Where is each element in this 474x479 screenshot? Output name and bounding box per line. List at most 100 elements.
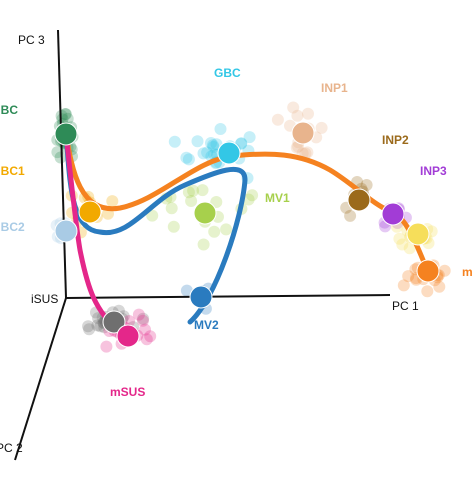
cluster-label-mv2: MV2: [194, 318, 219, 332]
cell-point-gbc: [182, 153, 195, 166]
cell-point-mv1: [220, 223, 233, 236]
cluster-label-mosn: m: [462, 265, 473, 279]
cell-point-mv1: [146, 209, 159, 222]
cell-point-gbc: [214, 123, 227, 135]
cell-point-inp1: [271, 113, 284, 126]
cluster-label-mv1: MV1: [265, 191, 290, 205]
cell-point-iosn: [403, 242, 416, 255]
centroid-node-mv1: [193, 201, 217, 225]
cell-point-inp2: [360, 179, 373, 191]
cell-point-mosn: [438, 264, 451, 277]
cell-point-iosn: [396, 238, 409, 251]
cell-point-mosn: [397, 279, 410, 292]
cell-point-gbc: [207, 140, 220, 153]
cell-point-msus: [132, 308, 145, 321]
cell-point-mv1: [187, 184, 200, 197]
cell-point-gbc: [205, 137, 217, 149]
cell-point-gbc: [197, 147, 210, 160]
pc1-axis-line: [65, 294, 391, 299]
cell-point-mv1: [182, 186, 195, 199]
cell-point-inp1: [302, 107, 314, 120]
cell-point-isus: [83, 323, 96, 336]
centroid-node-mv2: [189, 285, 213, 309]
cell-point-mv1: [197, 238, 210, 251]
centroid-node-msus: [116, 324, 140, 348]
centroid-node-hbc1: [78, 200, 102, 224]
cluster-label-msus: mSUS: [110, 385, 145, 399]
pc1-axis-label: PC 1: [392, 299, 419, 313]
cell-point-msus: [139, 323, 151, 336]
cell-point-mv1: [208, 225, 221, 238]
trajectory-curve-1: [63, 131, 248, 325]
pc3-axis-line: [57, 29, 67, 299]
cell-point-gbc: [201, 146, 214, 159]
cluster-label-hbc2: HBC2: [0, 220, 25, 234]
cell-point-isus: [137, 312, 150, 325]
cell-point-isus: [91, 319, 104, 332]
cell-point-gbc: [168, 135, 181, 148]
cell-point-hbc: [56, 113, 69, 126]
cluster-label-inp2: INP2: [382, 133, 409, 147]
centroid-node-hbc: [54, 122, 78, 146]
cell-point-mv1: [165, 202, 178, 215]
cell-point-mv1: [196, 184, 209, 197]
cell-point-inp2: [344, 209, 357, 222]
cell-point-mosn: [402, 270, 415, 283]
cell-point-inp1: [287, 101, 300, 114]
cell-point-msus: [123, 315, 136, 327]
cluster-label-hbc: HBC: [0, 103, 18, 117]
cell-point-inp1: [291, 109, 304, 122]
cell-point-hbc: [59, 108, 72, 121]
cell-point-inp1: [301, 146, 314, 159]
centroid-node-isus: [102, 310, 126, 334]
centroid-node-inp2: [347, 188, 371, 212]
cell-point-inp1: [315, 121, 328, 134]
cell-point-mv1: [167, 220, 180, 233]
cell-point-gbc: [243, 131, 256, 144]
cell-point-hbc: [61, 112, 74, 125]
cluster-label-inp1: INP1: [321, 81, 348, 95]
pc2-axis-line: [14, 297, 67, 461]
cell-point-mv1: [242, 193, 255, 206]
node-layer: [54, 121, 440, 348]
cell-point-gbc: [206, 139, 219, 152]
pc2-axis-label: PC 2: [0, 441, 23, 455]
cell-point-isus: [82, 320, 95, 333]
cell-point-gbc: [180, 151, 193, 164]
cell-point-hbc1: [106, 195, 119, 208]
cell-point-gbc: [191, 135, 204, 148]
cell-point-mosn: [421, 285, 434, 298]
cell-point-hbc: [54, 151, 67, 164]
cell-point-inp1: [290, 141, 303, 154]
cluster-label-inp3: INP3: [420, 164, 447, 178]
cell-point-mv1: [185, 195, 198, 207]
centroid-node-inp3: [381, 202, 405, 226]
cell-point-hbc: [55, 109, 68, 122]
cell-point-mosn: [433, 280, 446, 293]
cell-point-msus: [100, 340, 113, 353]
cell-point-hbc: [51, 146, 64, 159]
trajectory-layer: [63, 131, 433, 336]
pc3-axis-label: PC 3: [18, 33, 45, 47]
centroid-node-iosn: [406, 222, 430, 246]
centroid-node-hbc2: [54, 219, 78, 243]
cell-point-iosn: [393, 232, 406, 245]
centroid-node-mosn: [416, 259, 440, 283]
cell-point-mv2: [180, 284, 193, 297]
cell-point-mv1: [246, 189, 259, 202]
trajectory-curve-3: [63, 131, 123, 336]
origin-label: iSUS: [31, 292, 58, 306]
cluster-label-hbc1: HBC1: [0, 164, 25, 178]
centroid-node-gbc: [217, 141, 241, 165]
cluster-label-gbc: GBC: [214, 66, 241, 80]
axes-layer: PC 3 PC 1 PC 2 iSUS: [0, 29, 419, 461]
cell-point-msus: [144, 330, 157, 343]
cell-point-msus: [136, 314, 149, 327]
label-layer: GBC HBC HBC1 HBC2 INP1 INP2 INP3 MV1 MV2 m mSUS: [0, 66, 473, 399]
centroid-node-inp1: [291, 121, 315, 145]
cell-point-mv1: [210, 196, 223, 208]
cell-point-hbc: [59, 108, 72, 121]
cell-point-msus: [140, 333, 153, 346]
